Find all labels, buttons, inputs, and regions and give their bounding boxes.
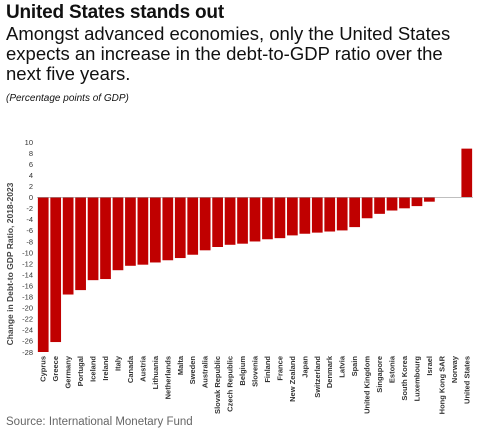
bar	[262, 197, 273, 240]
x-tick-label: Czech Republic	[226, 356, 235, 412]
bar	[311, 197, 323, 233]
bar	[62, 197, 74, 295]
chart-subtitle: Amongst advanced economies, only the Uni…	[6, 23, 451, 84]
y-tick-label: -16	[22, 281, 33, 290]
bar	[336, 197, 348, 231]
bar	[100, 197, 111, 280]
y-axis-ticks: 10 8 6 4 2 0 -2 -4 -6 -8 -10 -12 -14 -16 -18 -20 -22 -24 -…	[22, 138, 33, 357]
x-tick-label: Portugal	[76, 356, 85, 386]
x-tick-label: Netherlands	[163, 356, 172, 399]
x-tick-label: United Kingdom	[363, 356, 372, 414]
x-tick-label: Iceland	[89, 356, 98, 382]
y-tick-label: -12	[22, 259, 33, 268]
y-tick-label: -26	[22, 337, 33, 346]
y-tick-label: -8	[26, 237, 33, 246]
bar	[174, 197, 186, 259]
x-tick-label: Greece	[51, 356, 60, 381]
bar	[249, 197, 261, 242]
source-note: Source: International Monetary Fund	[6, 416, 193, 428]
x-tick-label: Israel	[425, 356, 434, 376]
x-tick-label: New Zealand	[288, 356, 297, 402]
y-tick-label: 8	[29, 149, 33, 158]
x-tick-label: Luxembourg	[412, 356, 421, 402]
bar	[386, 197, 398, 211]
bar	[199, 197, 211, 251]
x-tick-label: Belgium	[238, 356, 247, 386]
bar	[361, 197, 373, 219]
bars	[37, 148, 473, 352]
x-tick-label: France	[275, 356, 284, 381]
y-tick-label: -4	[26, 215, 33, 224]
bar	[274, 197, 286, 239]
x-tick-label: Switzerland	[313, 356, 322, 398]
y-tick-label: -14	[22, 270, 33, 279]
x-tick-label: Singapore	[375, 356, 384, 393]
bar	[411, 197, 423, 207]
x-tick-label: Latvia	[338, 355, 347, 378]
bar	[125, 197, 136, 266]
bar	[237, 197, 248, 244]
x-tick-label: Finland	[263, 356, 272, 383]
y-tick-label: 0	[29, 193, 33, 202]
x-tick-label: United States	[462, 356, 471, 404]
bar	[287, 197, 298, 236]
x-tick-label: Norway	[450, 355, 459, 383]
y-tick-label: -24	[22, 326, 33, 335]
y-tick-label: -18	[22, 293, 33, 302]
bar	[299, 197, 311, 234]
y-tick-label: 10	[25, 138, 33, 147]
bar	[424, 197, 435, 202]
bar	[324, 197, 336, 232]
unit-note: (Percentage points of GDP)	[6, 93, 129, 104]
bar	[37, 197, 49, 352]
bar	[374, 197, 385, 214]
x-tick-label: Australia	[201, 355, 210, 388]
bar	[187, 197, 199, 255]
x-tick-label: Malta	[176, 355, 185, 375]
bar-chart: Change in Debt-to GDP Ratio, 2018-2023 1…	[5, 138, 473, 414]
y-tick-label: 4	[29, 171, 33, 180]
x-tick-label: Japan	[300, 356, 309, 378]
x-axis-labels: Cyprus Greece Germany Portugal Iceland Irelan…	[39, 355, 472, 414]
y-tick-label: 6	[29, 160, 33, 169]
x-tick-label: Lithuania	[151, 355, 160, 389]
bar	[75, 197, 86, 291]
x-tick-label: Ireland	[101, 356, 110, 381]
bar	[112, 197, 124, 271]
x-tick-label: Estonia	[388, 355, 397, 383]
y-tick-label: -20	[22, 304, 33, 313]
y-tick-label: -10	[22, 248, 33, 257]
bar	[399, 197, 410, 209]
y-tick-label: 2	[29, 182, 33, 191]
x-tick-label: Canada	[126, 355, 135, 383]
x-tick-label: Denmark	[325, 355, 334, 388]
bar	[162, 197, 174, 261]
y-tick-label: -2	[26, 204, 33, 213]
chart-title: United States stands out	[6, 2, 224, 23]
x-tick-label: Cyprus	[39, 356, 48, 382]
bar	[349, 197, 361, 228]
x-tick-label: South Korea	[400, 355, 409, 400]
x-tick-label: Italy	[113, 355, 122, 371]
x-tick-label: Hong Kong SAR	[437, 355, 446, 414]
bar	[461, 148, 473, 198]
bar	[149, 197, 161, 263]
x-tick-label: Slovenia	[251, 355, 260, 387]
y-tick-label: -22	[22, 315, 33, 324]
y-axis-label: Change in Debt-to GDP Ratio, 2018-2023	[5, 182, 15, 345]
y-tick-label: -28	[22, 348, 33, 357]
x-tick-label: Germany	[64, 355, 73, 388]
bar	[224, 197, 236, 245]
x-tick-label: Austria	[138, 355, 147, 382]
x-tick-label: Sweden	[188, 356, 197, 385]
bar	[50, 197, 62, 343]
bar	[87, 197, 99, 281]
x-tick-label: Spain	[350, 356, 359, 377]
bar	[137, 197, 149, 265]
x-tick-label: Slovak Republic	[213, 356, 222, 414]
bar	[212, 197, 223, 247]
y-tick-label: -6	[26, 226, 33, 235]
